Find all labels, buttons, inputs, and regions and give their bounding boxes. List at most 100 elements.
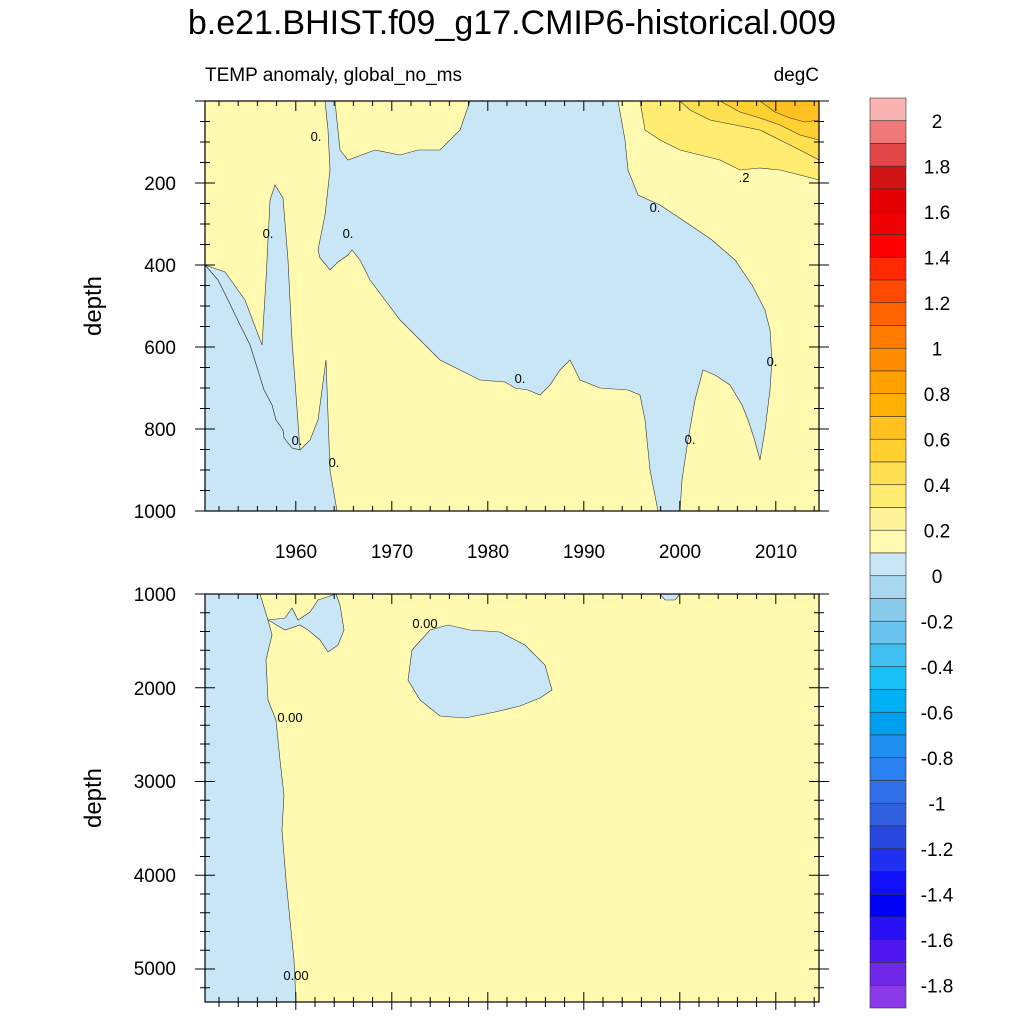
colorbar-swatch <box>869 416 907 440</box>
contour-label: .2 <box>739 170 750 185</box>
colorbar-swatch <box>869 529 907 554</box>
colorbar-label: -0.8 <box>921 749 954 770</box>
y-tick-label: 1000 <box>134 585 176 606</box>
colorbar-swatch <box>869 643 907 668</box>
lower-contour-labels: 0.00 0.00 0.00 <box>277 616 437 983</box>
colorbar-label: 2 <box>932 112 943 133</box>
colorbar-label: -1.4 <box>921 885 954 906</box>
y-tick-label: 1000 <box>134 502 176 523</box>
colorbar-label: 0.8 <box>924 385 950 406</box>
lower-negative-region <box>267 593 345 653</box>
colorbar-label: 0 <box>932 567 943 588</box>
lower-panel-frame <box>204 593 820 1003</box>
x-tick-label: 1980 <box>467 542 509 563</box>
colorbar-label: -0.4 <box>921 658 954 679</box>
y-tick-label: 5000 <box>134 959 176 980</box>
colorbar-swatch <box>869 802 907 827</box>
contour-label: 0.00 <box>283 968 308 983</box>
upper-y-axis-label: depth <box>80 276 107 336</box>
contour-label: 0. <box>515 371 526 386</box>
chart-title: b.e21.BHIST.f09_g17.CMIP6-historical.009 <box>187 4 837 42</box>
colorbar-swatch <box>869 120 907 144</box>
upper-y-tick-labels: 200 400 600 800 1000 <box>134 174 176 523</box>
colorbar-label: -0.6 <box>921 703 954 724</box>
contour-label: 0. <box>767 354 778 369</box>
colorbar-swatch <box>869 666 907 690</box>
colorbar-swatch <box>869 325 907 349</box>
lower-panel: 0.00 0.00 0.00 <box>204 593 820 1003</box>
colorbar-swatch <box>869 620 907 645</box>
lower-y-tick-labels: 1000 2000 3000 4000 5000 <box>134 585 176 980</box>
x-tick-label: 2000 <box>659 542 701 563</box>
y-tick-label: 4000 <box>134 866 176 887</box>
colorbar-swatch <box>869 143 907 167</box>
contour-label: 0.00 <box>412 616 437 631</box>
colorbar-swatch <box>869 848 907 872</box>
contour-label: 0. <box>263 226 274 241</box>
colorbar-swatch <box>869 393 907 417</box>
colorbar-swatch <box>869 825 907 850</box>
colorbar-swatch <box>869 939 907 963</box>
units-label: degC <box>774 65 819 86</box>
colorbar-swatch <box>869 507 907 531</box>
contour-label: 0. <box>650 200 661 215</box>
colorbar-swatch <box>869 916 907 941</box>
colorbar-swatch <box>869 734 907 759</box>
y-tick-label: 200 <box>144 174 176 195</box>
colorbar-swatch <box>869 347 907 372</box>
upper-negative-region <box>204 264 338 512</box>
colorbar-swatch <box>869 689 907 713</box>
x-tick-label: 2010 <box>755 542 797 563</box>
variable-label: TEMP anomaly, global_no_ms <box>205 65 462 86</box>
contour-label: 0. <box>685 432 696 447</box>
colorbar-label: -1.8 <box>921 976 954 997</box>
contour-label: 0. <box>329 455 340 470</box>
colorbar-swatch <box>869 211 907 235</box>
x-tick-label: 1990 <box>563 542 605 563</box>
lower-y-axis-label: depth <box>80 768 107 828</box>
contour-label: 0. <box>343 226 354 241</box>
y-tick-label: 600 <box>144 338 176 359</box>
upper-contour-labels: 0. 0. 0. 0. 0. 0. 0. 0. .2 0. <box>263 129 778 470</box>
y-tick-label: 400 <box>144 256 176 277</box>
lower-negative-region <box>204 593 297 1003</box>
colorbar-label: -1.6 <box>921 931 954 952</box>
contour-label: 0.00 <box>277 710 302 725</box>
colorbar-swatch <box>869 165 907 190</box>
colorbar-swatch <box>869 438 907 463</box>
colorbar-swatch <box>869 757 907 781</box>
colorbar-swatch <box>869 302 907 326</box>
upper-panel: 0. 0. 0. 0. 0. 0. 0. 0. .2 0. <box>204 100 820 512</box>
x-tick-label: 1970 <box>371 542 413 563</box>
colorbar-label: 1.4 <box>924 248 951 269</box>
colorbar-swatch <box>869 711 907 736</box>
contour-label: 0. <box>311 129 322 144</box>
colorbar-label: 0.6 <box>924 430 950 451</box>
y-tick-label: 2000 <box>134 679 176 700</box>
colorbar-swatch <box>869 552 907 577</box>
colorbar-swatch <box>869 598 907 622</box>
y-tick-label: 800 <box>144 420 176 441</box>
colorbar-label: -0.2 <box>921 612 954 633</box>
colorbar-swatch <box>869 962 907 986</box>
colorbar-label: -2 <box>929 1022 946 1024</box>
contour-label: 0. <box>292 433 303 448</box>
x-tick-label: 1960 <box>275 542 317 563</box>
colorbar-swatch <box>869 575 907 599</box>
colorbar-swatch <box>869 484 907 508</box>
colorbar-swatch <box>869 188 907 213</box>
colorbar-label: 1.2 <box>924 294 950 315</box>
colorbar-swatch <box>869 279 907 304</box>
colorbar-swatch <box>869 370 907 395</box>
colorbar-swatch <box>869 234 907 258</box>
x-tick-labels: 1960 1970 1980 1990 2000 2010 <box>275 542 797 563</box>
colorbar-swatch <box>869 780 907 804</box>
y-tick-label: 3000 <box>134 772 176 793</box>
colorbar-label: 0.4 <box>924 476 951 497</box>
colorbar-swatch <box>869 461 907 486</box>
lower-negative-region <box>407 624 553 719</box>
axis-ticks <box>195 100 829 1010</box>
colorbar-swatch <box>869 97 907 122</box>
colorbar-label: 1 <box>932 339 943 360</box>
